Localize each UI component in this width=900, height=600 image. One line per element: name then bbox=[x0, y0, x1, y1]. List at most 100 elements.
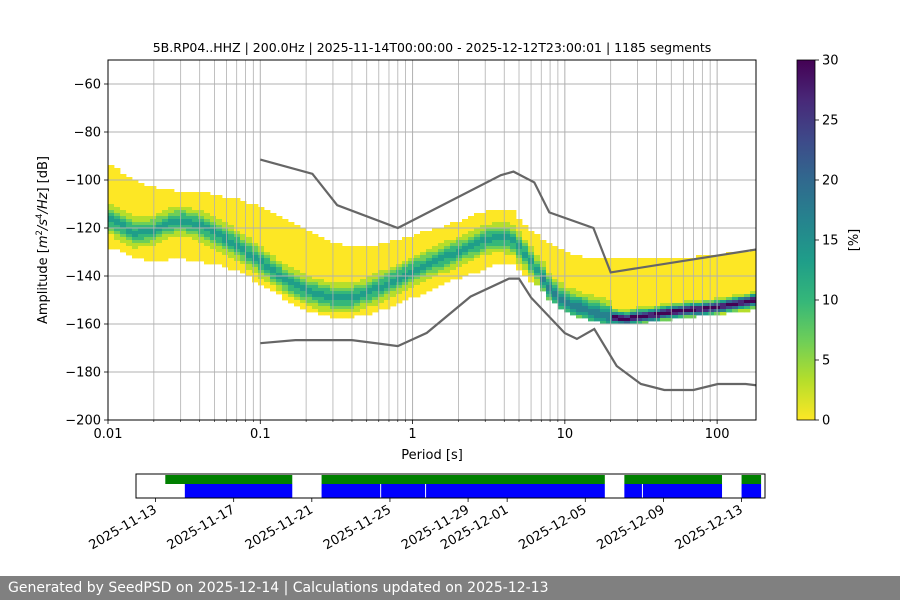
heatmap-cell bbox=[726, 297, 733, 301]
heatmap-cell bbox=[522, 264, 529, 268]
heatmap-cell bbox=[738, 252, 745, 256]
heatmap-cell bbox=[588, 312, 595, 316]
heatmap-cell bbox=[414, 261, 421, 265]
heatmap-cell bbox=[408, 279, 415, 283]
heatmap-cell bbox=[360, 294, 367, 298]
heatmap-cell bbox=[600, 264, 607, 268]
heatmap-cell bbox=[192, 225, 199, 229]
heatmap-cell bbox=[492, 231, 499, 235]
heatmap-cell bbox=[396, 249, 403, 253]
heatmap-cell bbox=[564, 252, 571, 256]
heatmap-cell bbox=[450, 252, 457, 256]
heatmap-cell bbox=[192, 240, 199, 244]
heatmap-cell bbox=[732, 276, 739, 280]
heatmap-cell bbox=[438, 246, 445, 250]
heatmap-cell bbox=[246, 240, 253, 244]
heatmap-cell bbox=[378, 255, 385, 259]
heatmap-cell bbox=[312, 270, 319, 274]
heatmap-cell bbox=[390, 300, 397, 304]
heatmap-cell bbox=[318, 267, 325, 271]
heatmap-cell bbox=[306, 306, 313, 310]
heatmap-cell bbox=[702, 300, 709, 304]
heatmap-cell bbox=[114, 189, 121, 193]
heatmap-cell bbox=[612, 282, 619, 286]
heatmap-cell bbox=[432, 249, 439, 253]
heatmap-cell bbox=[618, 315, 625, 319]
heatmap-cell bbox=[618, 264, 625, 268]
heatmap-cell bbox=[144, 198, 151, 202]
heatmap-cell bbox=[126, 225, 133, 229]
heatmap-cell bbox=[216, 207, 223, 211]
heatmap-cell bbox=[252, 252, 259, 256]
heatmap-cell bbox=[558, 282, 565, 286]
heatmap-cell bbox=[732, 309, 739, 313]
heatmap-cell bbox=[120, 180, 127, 184]
heatmap-cell bbox=[750, 258, 756, 262]
heatmap-cell bbox=[432, 282, 439, 286]
heatmap-cell bbox=[540, 273, 547, 277]
heatmap-cell bbox=[300, 297, 307, 301]
heatmap-cell bbox=[558, 276, 565, 280]
heatmap-cell bbox=[480, 267, 487, 271]
heatmap-cell bbox=[288, 237, 295, 241]
heatmap-cell bbox=[348, 300, 355, 304]
heatmap-cell bbox=[204, 213, 211, 217]
heatmap-cell bbox=[120, 177, 127, 181]
heatmap-cell bbox=[126, 204, 133, 208]
heatmap-cell bbox=[150, 207, 157, 211]
heatmap-cell bbox=[450, 234, 457, 238]
heatmap-cell bbox=[636, 318, 643, 322]
heatmap-cell bbox=[234, 210, 241, 214]
heatmap-cell bbox=[234, 204, 241, 208]
heatmap-cell bbox=[216, 240, 223, 244]
heatmap-cell bbox=[648, 273, 655, 277]
heatmap-cell bbox=[396, 300, 403, 304]
heatmap-cell bbox=[468, 267, 475, 271]
heatmap-cell bbox=[696, 291, 703, 295]
heatmap-cell bbox=[432, 276, 439, 280]
heatmap-cell bbox=[318, 297, 325, 301]
heatmap-cell bbox=[318, 240, 325, 244]
heatmap-cell bbox=[300, 231, 307, 235]
heatmap-cell bbox=[654, 318, 661, 322]
heatmap-cell bbox=[258, 222, 265, 226]
heatmap-cell bbox=[504, 225, 511, 229]
heatmap-cell bbox=[162, 228, 169, 232]
heatmap-cell bbox=[186, 216, 193, 220]
heatmap-cell bbox=[246, 264, 253, 268]
heatmap-cell bbox=[150, 210, 157, 214]
heatmap-cell bbox=[324, 258, 331, 262]
heatmap-cell bbox=[588, 288, 595, 292]
heatmap-cell bbox=[222, 258, 229, 262]
heatmap-cell bbox=[450, 270, 457, 274]
heatmap-cell bbox=[150, 228, 157, 232]
heatmap-cell bbox=[168, 204, 175, 208]
heatmap-cell bbox=[126, 213, 133, 217]
heatmap-cell bbox=[708, 261, 715, 265]
heatmap-cell bbox=[498, 252, 505, 256]
heatmap-cell bbox=[120, 207, 127, 211]
heatmap-cell bbox=[642, 297, 649, 301]
heatmap-cell bbox=[648, 291, 655, 295]
heatmap-cell bbox=[138, 246, 145, 250]
heatmap-cell bbox=[696, 306, 703, 310]
heatmap-cell bbox=[720, 276, 727, 280]
heatmap-cell bbox=[594, 318, 601, 322]
heatmap-cell bbox=[138, 249, 145, 253]
heatmap-cell bbox=[564, 303, 571, 307]
heatmap-cell bbox=[564, 309, 571, 313]
heatmap-cell bbox=[132, 216, 139, 220]
heatmap-cell bbox=[126, 210, 133, 214]
heatmap-cell bbox=[678, 282, 685, 286]
heatmap-cell bbox=[348, 297, 355, 301]
heatmap-cell bbox=[348, 249, 355, 253]
heatmap-cell bbox=[366, 270, 373, 274]
heatmap-cell bbox=[126, 180, 133, 184]
heatmap-cell bbox=[738, 291, 745, 295]
heatmap-cell bbox=[306, 237, 313, 241]
heatmap-cell bbox=[180, 246, 187, 250]
heatmap-cell bbox=[642, 285, 649, 289]
heatmap-cell bbox=[408, 267, 415, 271]
heatmap-cell bbox=[378, 279, 385, 283]
heatmap-cell bbox=[564, 276, 571, 280]
